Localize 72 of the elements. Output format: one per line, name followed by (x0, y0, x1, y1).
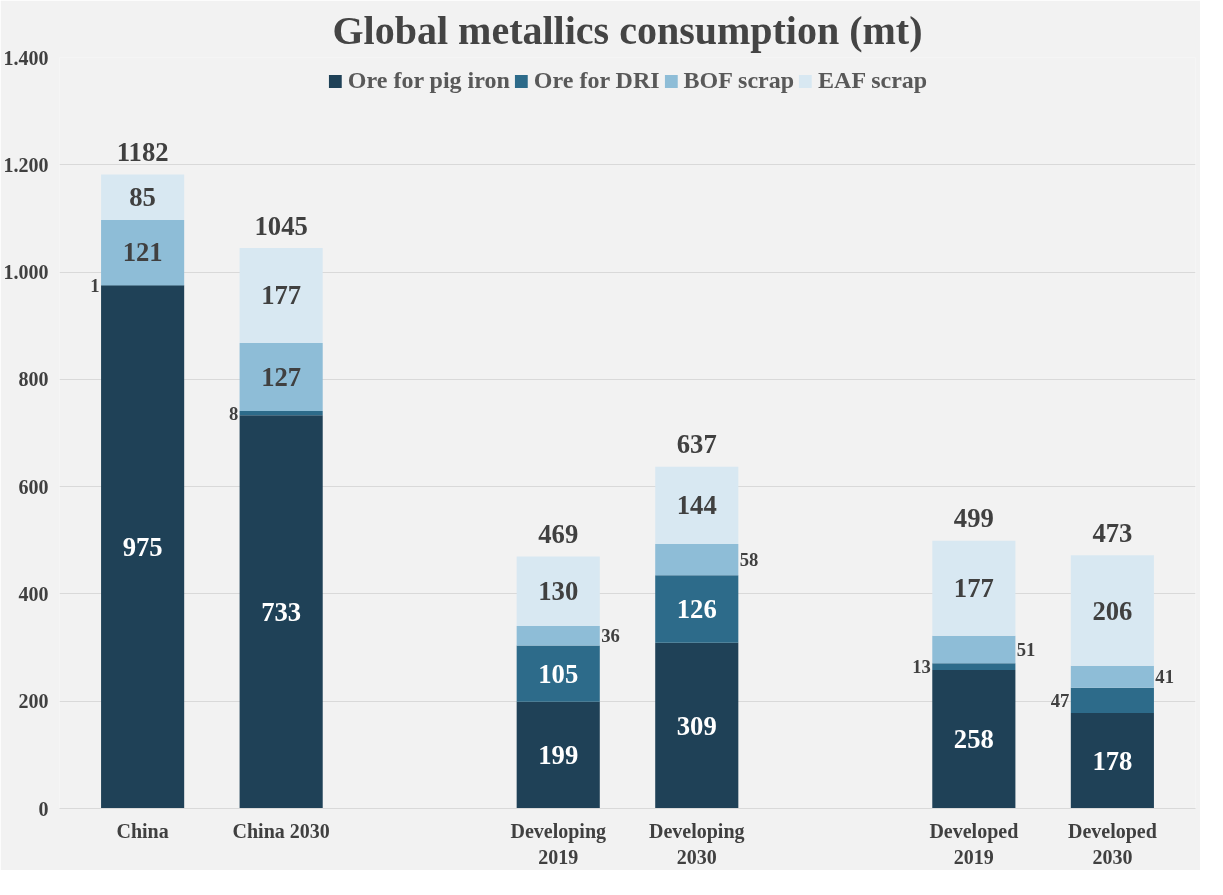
bar (239, 411, 323, 416)
bar (932, 670, 1016, 809)
data-label: 8 (228, 402, 239, 424)
y-tick-label: 600 (18, 475, 49, 498)
x-tick-label: Developed 2030 (1067, 819, 1157, 868)
data-label: 199 (538, 740, 579, 771)
legend-label: Ore for DRI (533, 67, 660, 94)
x-tick-label: China 2030 (232, 819, 330, 842)
bar (932, 663, 1016, 671)
legend-label: BOF scrap (683, 67, 795, 94)
data-label: 178 (1092, 745, 1133, 776)
bar (101, 285, 185, 809)
bar (1070, 687, 1154, 714)
data-label: 47 (1050, 689, 1070, 711)
bar (239, 247, 323, 343)
legend-label: EAF scrap (818, 67, 928, 94)
y-tick-label: 1.400 (3, 46, 49, 69)
data-label: 36 (601, 625, 620, 647)
bar (516, 701, 600, 809)
total-label: 499 (953, 503, 994, 534)
data-label: 206 (1092, 595, 1133, 626)
bar (239, 415, 323, 809)
total-label: 637 (676, 429, 717, 460)
y-tick-label: 400 (18, 582, 49, 605)
data-label: 144 (676, 490, 717, 521)
data-label: 309 (676, 710, 717, 741)
data-label: 105 (538, 658, 579, 689)
x-tick-label: China (116, 819, 169, 842)
bar (932, 635, 1016, 664)
data-label: 51 (1016, 638, 1036, 660)
bar (516, 645, 600, 702)
y-tick-label: 1.200 (3, 153, 49, 176)
y-tick-label: 800 (18, 368, 49, 391)
data-label: 58 (739, 549, 759, 571)
data-label: 177 (261, 280, 302, 311)
y-tick-label: 0 (38, 797, 49, 820)
bar (655, 642, 739, 809)
data-label: 177 (953, 573, 994, 604)
bar (655, 544, 739, 576)
bar (516, 556, 600, 627)
y-tick-label: 200 (18, 690, 49, 713)
total-label: 469 (538, 518, 579, 549)
bar (101, 220, 185, 285)
total-label: 1045 (254, 210, 308, 241)
total-label: 473 (1092, 517, 1133, 548)
data-label: 13 (912, 656, 931, 678)
bar (516, 626, 600, 646)
data-label: 1 (90, 274, 100, 296)
data-label: 258 (953, 724, 994, 755)
x-tick-label: Developing 2030 (648, 819, 745, 868)
data-label: 121 (122, 237, 163, 268)
y-tick-label: 1.000 (3, 261, 49, 284)
data-label: 975 (122, 531, 163, 562)
total-label: 1182 (116, 137, 169, 168)
x-tick-label: Developed 2019 (929, 819, 1019, 868)
bar (655, 466, 739, 545)
x-tick-label: Developing 2019 (510, 819, 607, 868)
bar (1070, 713, 1154, 809)
bar (239, 342, 323, 412)
bar (101, 174, 185, 221)
bar (1070, 555, 1154, 666)
data-label: 130 (538, 576, 579, 607)
data-label: 85 (129, 182, 156, 213)
legend-label: Ore for pig iron (347, 67, 510, 94)
data-label: 126 (676, 593, 717, 624)
chart-title: Global metallics consumption (mt) (332, 7, 923, 53)
data-label: 127 (261, 361, 302, 392)
bar (655, 575, 739, 643)
data-label: 733 (261, 596, 302, 627)
bar (1070, 665, 1154, 688)
data-label: 41 (1155, 666, 1174, 688)
bar (932, 540, 1016, 636)
